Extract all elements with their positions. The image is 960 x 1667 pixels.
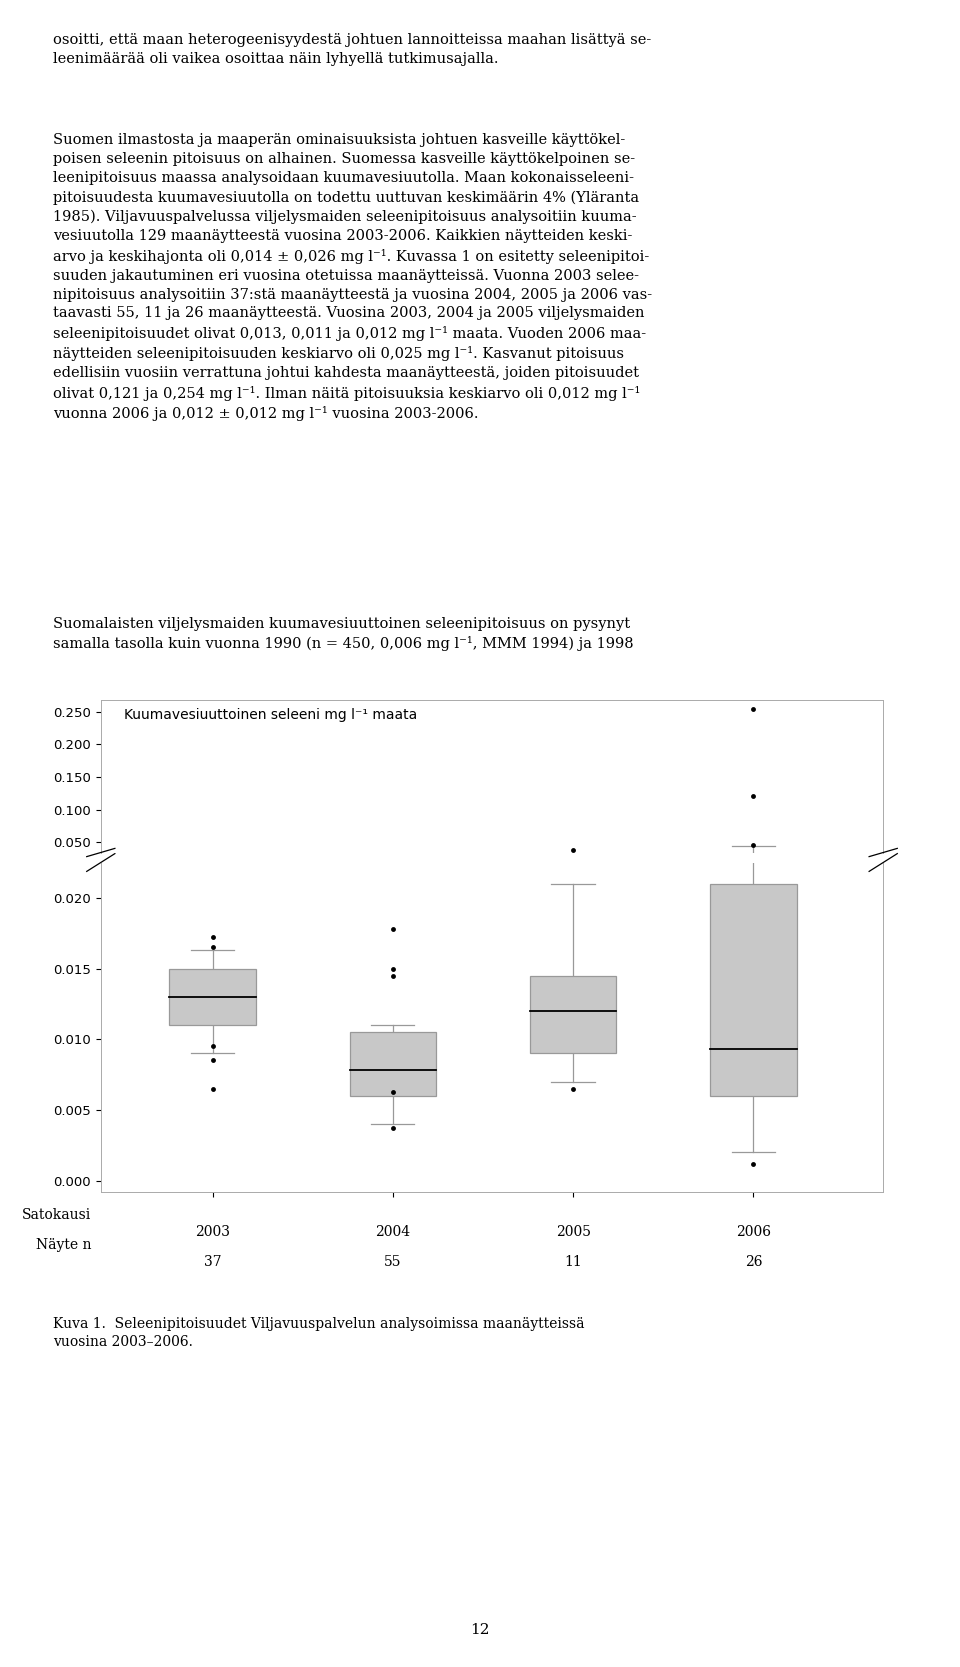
Bar	[530, 975, 616, 1054]
Bar	[169, 969, 255, 1025]
Text: 2004: 2004	[375, 1225, 411, 1239]
Text: Kuumavesiuuttoinen seleeni mg l⁻¹ maata: Kuumavesiuuttoinen seleeni mg l⁻¹ maata	[124, 708, 418, 722]
Bar	[530, 865, 616, 869]
Bar	[710, 884, 797, 1095]
Text: Suomalaisten viljelysmaiden kuumavesiuuttoinen seleenipitoisuus on pysynyt
samal: Suomalaisten viljelysmaiden kuumavesiuut…	[53, 617, 634, 652]
Text: Kuva 1.  Seleenipitoisuudet Viljavuuspalvelun analysoimissa maanäytteissä
vuosin: Kuva 1. Seleenipitoisuudet Viljavuuspalv…	[53, 1317, 585, 1349]
Text: Satokausi: Satokausi	[22, 1209, 91, 1222]
Bar	[349, 1032, 436, 1095]
Text: Suomen ilmastosta ja maaperän ominaisuuksista johtuen kasveille käyttökel-
poise: Suomen ilmastosta ja maaperän ominaisuuk…	[53, 133, 652, 422]
Text: 55: 55	[384, 1255, 401, 1269]
Text: osoitti, että maan heterogeenisyydestä johtuen lannoitteissa maahan lisättyä se-: osoitti, että maan heterogeenisyydestä j…	[53, 33, 651, 67]
Text: 11: 11	[564, 1255, 582, 1269]
Text: 2006: 2006	[736, 1225, 771, 1239]
Text: Näyte n: Näyte n	[36, 1239, 91, 1252]
Bar	[349, 869, 436, 870]
Text: 2005: 2005	[556, 1225, 590, 1239]
Bar	[169, 865, 255, 867]
Text: 26: 26	[745, 1255, 762, 1269]
Text: 2003: 2003	[195, 1225, 230, 1239]
Text: 37: 37	[204, 1255, 222, 1269]
Text: 12: 12	[470, 1622, 490, 1637]
Bar	[710, 860, 797, 870]
